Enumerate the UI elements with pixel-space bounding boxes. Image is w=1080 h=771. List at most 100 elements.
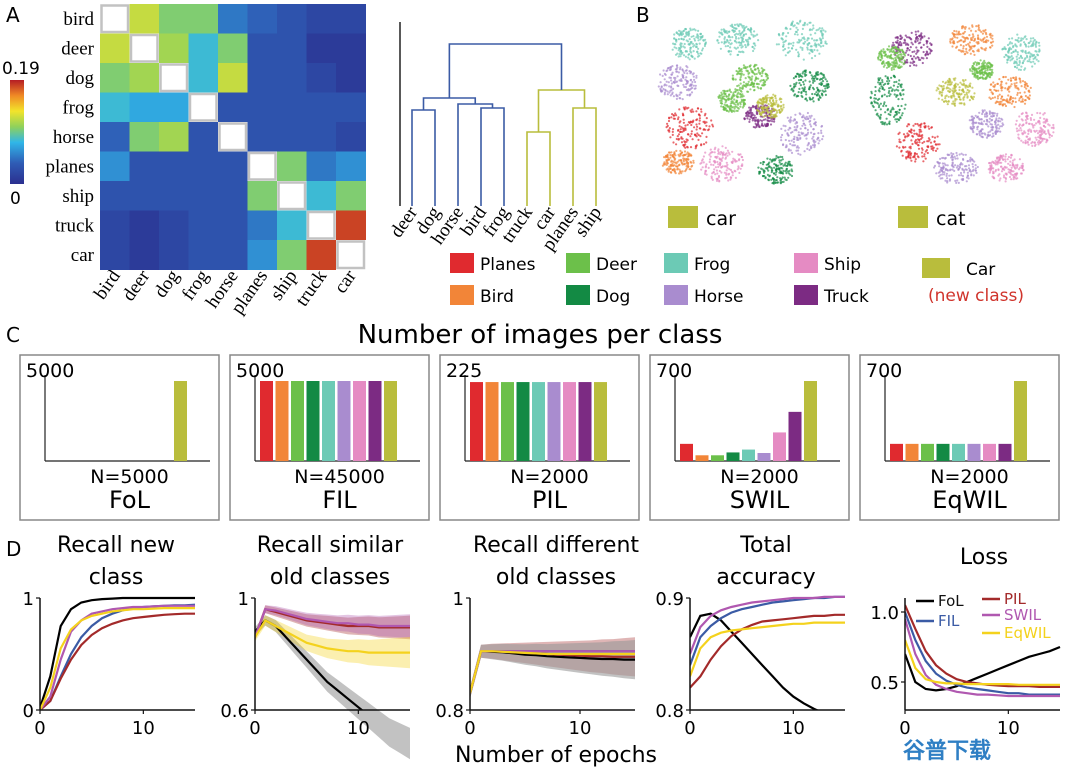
tsne-point [1000, 161, 1003, 164]
tsne-point [970, 29, 973, 32]
tsne-point [731, 25, 734, 28]
tsne-point [888, 48, 891, 51]
tsne-point [878, 51, 881, 54]
tsne-point [684, 78, 687, 81]
tsne-point [916, 133, 919, 136]
tsne-point [693, 126, 696, 129]
tsne-point [883, 88, 886, 91]
tsne-point [913, 153, 916, 157]
panel-label-d: D [6, 537, 21, 561]
tsne-car-label: car [706, 208, 736, 230]
tsne-point [928, 52, 932, 55]
tsne-point [983, 36, 986, 39]
tsne-point [948, 174, 951, 177]
tsne-point [688, 84, 691, 87]
tsne-point [984, 69, 987, 72]
tsne-point [679, 170, 682, 173]
tsne-point [1025, 45, 1028, 48]
bar-panel-title: SWIL [730, 486, 790, 514]
tsne-point [1025, 112, 1028, 115]
tsne-point [970, 119, 973, 122]
tsne-point [673, 117, 677, 120]
tsne-point [797, 146, 800, 149]
tsne-point [888, 64, 892, 67]
legend-label-frog: Frog [694, 255, 730, 275]
legend-label-car: Car [966, 260, 995, 280]
tsne-point [781, 133, 784, 137]
tsne-point [985, 115, 988, 118]
tsne-point [951, 94, 954, 97]
tsne-point [723, 165, 726, 168]
tsne-point [973, 71, 976, 74]
tsne-point [1035, 58, 1038, 61]
tsne-point [1019, 54, 1022, 58]
tsne-point [1028, 51, 1031, 54]
tsne-point [911, 135, 915, 138]
tsne-point [717, 148, 720, 151]
tsne-point [996, 156, 1000, 159]
tsne-point [993, 112, 996, 115]
tsne-point [910, 41, 913, 44]
tsne-point [921, 61, 924, 65]
tsne-point [962, 45, 965, 48]
tsne-point [809, 28, 812, 31]
tsne-point [799, 127, 802, 130]
tsne-point [971, 64, 974, 68]
tsne-point [822, 135, 825, 138]
tsne-point [680, 37, 683, 40]
tsne-point [817, 28, 820, 31]
heatmap-cell [247, 63, 278, 93]
tsne-point [698, 42, 701, 45]
tsne-point [685, 153, 688, 156]
bar [757, 453, 771, 461]
tsne-point [988, 120, 991, 123]
tsne-point [948, 90, 951, 94]
tsne-point [784, 146, 788, 149]
curve-line-fol [40, 596, 195, 709]
tsne-point [684, 141, 687, 144]
tsne-point [725, 99, 728, 102]
tsne-point [909, 64, 912, 67]
heatmap-cell [218, 122, 248, 152]
tsne-point [663, 93, 666, 96]
tsne-point [799, 153, 802, 156]
curve-line-eqwil [905, 639, 1060, 686]
tsne-point [777, 33, 781, 36]
tsne-point [710, 151, 713, 154]
tsne-point [901, 48, 904, 51]
tsne-point [665, 155, 668, 158]
tsne-point [762, 115, 765, 118]
tsne-point [929, 50, 932, 53]
heatmap-row-label: ship [62, 186, 94, 207]
loss-legend-label-pil: PIL [1004, 590, 1026, 608]
bar-ymax-label: 700 [866, 360, 902, 382]
tsne-point [1013, 105, 1016, 109]
watermark: 谷普下载 [903, 738, 991, 764]
tsne-point [1020, 118, 1023, 121]
tsne-point [951, 158, 954, 161]
tsne-point [965, 180, 968, 183]
bar [998, 443, 1012, 461]
tsne-point [757, 69, 761, 72]
bar [921, 443, 934, 461]
tsne-point [972, 45, 975, 48]
curve-x-tick-label: 10 [997, 718, 1020, 739]
tsne-point [1018, 61, 1021, 64]
tsne-point [750, 78, 753, 81]
curve-title-line2: class [89, 565, 144, 590]
tsne-point [1023, 102, 1027, 105]
tsne-point [687, 33, 690, 36]
dendrogram-link [572, 107, 597, 206]
tsne-point [963, 102, 966, 105]
tsne-point [781, 108, 784, 111]
tsne-point [677, 116, 680, 119]
tsne-point [995, 124, 998, 127]
tsne-point [759, 111, 762, 114]
tsne-point [696, 50, 699, 53]
tsne-point [813, 39, 816, 42]
tsne-point [695, 36, 698, 39]
tsne-point [769, 123, 773, 126]
tsne-point [670, 151, 673, 154]
tsne-point [1016, 164, 1019, 167]
